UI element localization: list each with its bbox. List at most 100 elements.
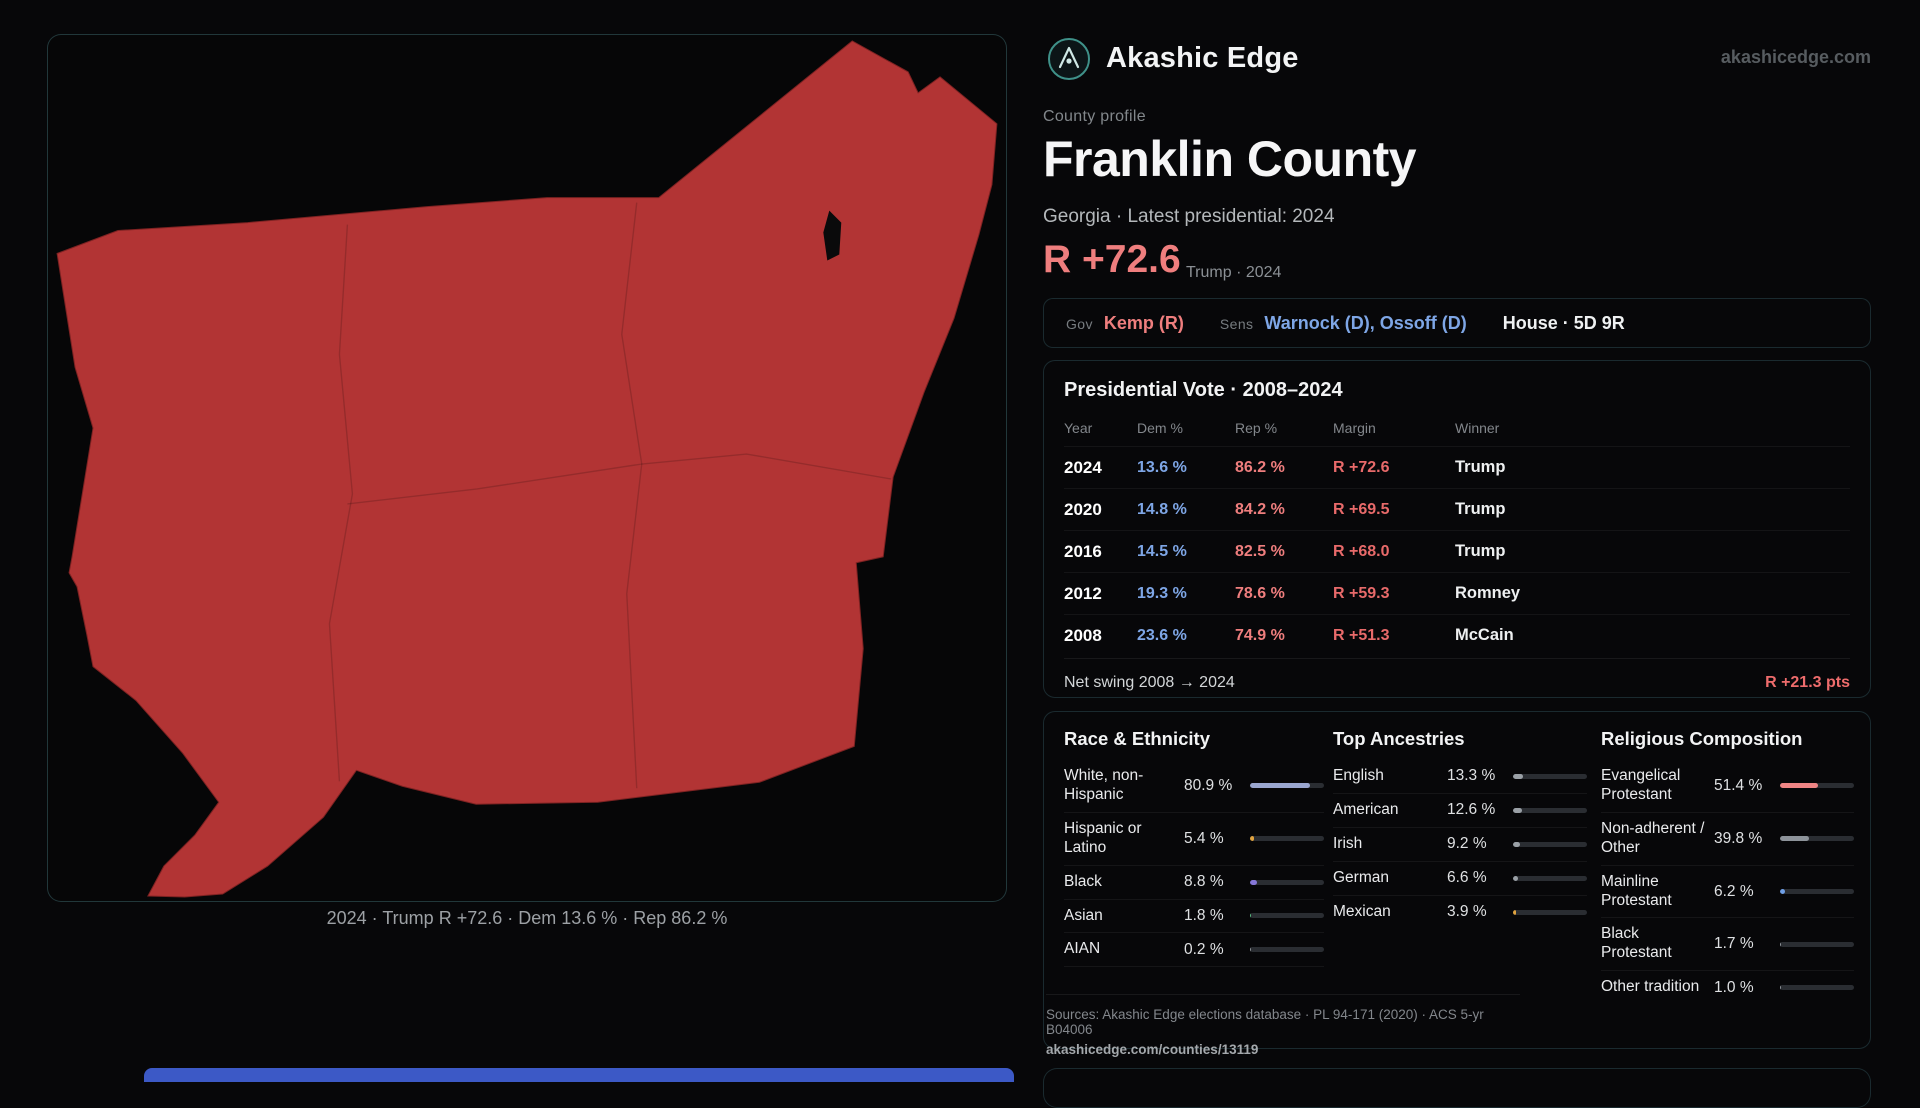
- vote-row: 2024 13.6 % 86.2 % R +72.6 Trump: [1064, 446, 1850, 488]
- demo-label: Non-adherent / Other: [1601, 820, 1706, 858]
- demo-label: Evangelical Protestant: [1601, 767, 1706, 805]
- demo-value: 5.4 %: [1184, 830, 1242, 848]
- mini-bar-track: [1513, 876, 1587, 881]
- mini-bar-track: [1250, 947, 1324, 952]
- col-dem: Dem %: [1137, 420, 1235, 436]
- vote-winner: Trump: [1455, 458, 1850, 477]
- vote-dem-pct: 14.5 %: [1137, 543, 1235, 561]
- akashic-edge-logo[interactable]: [1047, 37, 1091, 81]
- mini-bar-track: [1250, 836, 1324, 841]
- vote-rep-pct: 82.5 %: [1235, 543, 1333, 561]
- demo-label: Hispanic or Latino: [1064, 820, 1176, 858]
- demo-item: Mainline Protestant 6.2 %: [1601, 866, 1854, 919]
- sources-block: Sources: Akashic Edge elections database…: [1046, 994, 1520, 1057]
- mini-bar-track: [1513, 910, 1587, 915]
- mini-bar-fill: [1513, 876, 1518, 881]
- demo-label: English: [1333, 767, 1439, 786]
- demo-label: AIAN: [1064, 940, 1176, 959]
- site-title: Akashic Edge: [1106, 42, 1299, 75]
- vote-year: 2008: [1064, 626, 1137, 646]
- site-domain-link[interactable]: akashicedge.com: [1590, 47, 1871, 68]
- mini-bar-fill: [1513, 808, 1522, 813]
- map-caption: 2024 · Trump R +72.6 · Dem 13.6 % · Rep …: [47, 908, 1007, 929]
- demo-value: 1.7 %: [1714, 935, 1772, 953]
- demo-item: German 6.6 %: [1333, 862, 1587, 896]
- county-map-panel[interactable]: [47, 34, 1007, 902]
- mini-bar-fill: [1513, 842, 1520, 847]
- county-map-canvas[interactable]: [48, 35, 1006, 901]
- governor-label: Gov: [1066, 316, 1093, 332]
- county-shape[interactable]: [57, 41, 997, 897]
- mini-bar-track: [1513, 842, 1587, 847]
- mini-bar-fill: [1513, 774, 1523, 779]
- demo-label: Mainline Protestant: [1601, 873, 1706, 911]
- senators-group: Sens Warnock (D), Ossoff (D): [1220, 313, 1467, 334]
- demo-label: Irish: [1333, 835, 1439, 854]
- net-swing-value: R +21.3 pts: [1765, 674, 1850, 692]
- net-swing-label: Net swing 2008 → 2024: [1064, 674, 1235, 692]
- demo-value: 12.6 %: [1447, 801, 1505, 819]
- mini-bar-track: [1780, 985, 1854, 990]
- headline-margin: R +72.6: [1043, 238, 1181, 282]
- mini-bar-track: [1513, 808, 1587, 813]
- house-value: House · 5D 9R: [1503, 313, 1625, 334]
- house-group: House · 5D 9R: [1503, 313, 1625, 334]
- governor-group: Gov Kemp (R): [1066, 313, 1184, 334]
- demo-value: 6.6 %: [1447, 869, 1505, 887]
- kicker: County profile: [1043, 108, 1146, 126]
- county-profile-page: { "colors": { "rep": "#ef7e7e", "dem": "…: [0, 0, 1920, 1080]
- page-title: Franklin County: [1043, 130, 1416, 188]
- mini-bar-fill: [1780, 942, 1781, 947]
- col-rep: Rep %: [1235, 420, 1333, 436]
- ancestries-title: Top Ancestries: [1333, 728, 1587, 750]
- demo-value: 13.3 %: [1447, 767, 1505, 785]
- vote-rep-pct: 74.9 %: [1235, 627, 1333, 645]
- demographics-card: Race & Ethnicity White, non-Hispanic 80.…: [1043, 711, 1871, 1049]
- demo-item: AIAN 0.2 %: [1064, 933, 1324, 967]
- mini-bar-fill: [1250, 836, 1254, 841]
- demo-item: Asian 1.8 %: [1064, 900, 1324, 934]
- mini-bar-fill: [1250, 913, 1251, 918]
- vote-row: 2020 14.8 % 84.2 % R +69.5 Trump: [1064, 488, 1850, 530]
- demo-label: American: [1333, 801, 1439, 820]
- demo-value: 80.9 %: [1184, 777, 1242, 795]
- demo-item: Black Protestant 1.7 %: [1601, 918, 1854, 971]
- demo-value: 0.2 %: [1184, 941, 1242, 959]
- demo-item: Irish 9.2 %: [1333, 828, 1587, 862]
- ancestries-column: Top Ancestries English 13.3 % American 1…: [1333, 728, 1587, 929]
- demo-label: Asian: [1064, 907, 1176, 926]
- demo-item: Other tradition 1.0 %: [1601, 971, 1854, 1004]
- race-ethnicity-title: Race & Ethnicity: [1064, 728, 1324, 750]
- mini-bar-fill: [1250, 880, 1257, 885]
- demo-item: White, non-Hispanic 80.9 %: [1064, 760, 1324, 813]
- mini-bar-track: [1780, 783, 1854, 788]
- mini-bar-fill: [1250, 783, 1310, 788]
- vote-year: 2020: [1064, 500, 1137, 520]
- subtitle: Georgia · Latest presidential: 2024: [1043, 206, 1335, 228]
- demo-item: American 12.6 %: [1333, 794, 1587, 828]
- presidential-vote-card: Presidential Vote · 2008–2024 Year Dem %…: [1043, 360, 1871, 698]
- mini-bar-track: [1780, 836, 1854, 841]
- vote-dem-pct: 14.8 %: [1137, 501, 1235, 519]
- vote-year: 2024: [1064, 458, 1137, 478]
- mini-bar-track: [1250, 783, 1324, 788]
- vote-margin: R +72.6: [1333, 459, 1455, 477]
- vote-table-title: Presidential Vote · 2008–2024: [1064, 379, 1850, 402]
- demo-item: Evangelical Protestant 51.4 %: [1601, 760, 1854, 813]
- demo-value: 51.4 %: [1714, 777, 1772, 795]
- mini-bar-track: [1250, 913, 1324, 918]
- senators-label: Sens: [1220, 316, 1254, 332]
- mini-bar-track: [1780, 889, 1854, 894]
- vote-dem-pct: 13.6 %: [1137, 459, 1235, 477]
- col-year: Year: [1064, 420, 1137, 436]
- demo-value: 6.2 %: [1714, 883, 1772, 901]
- vote-margin: R +59.3: [1333, 585, 1455, 603]
- demo-value: 3.9 %: [1447, 903, 1505, 921]
- vote-winner: Trump: [1455, 542, 1850, 561]
- demo-label: Other tradition: [1601, 978, 1706, 997]
- senators-value: Warnock (D), Ossoff (D): [1264, 313, 1466, 334]
- religion-title: Religious Composition: [1601, 728, 1854, 750]
- officials-card: Gov Kemp (R) Sens Warnock (D), Ossoff (D…: [1043, 298, 1871, 348]
- sources-county-url[interactable]: akashicedge.com/counties/13119: [1046, 1042, 1520, 1057]
- mini-bar-track: [1250, 880, 1324, 885]
